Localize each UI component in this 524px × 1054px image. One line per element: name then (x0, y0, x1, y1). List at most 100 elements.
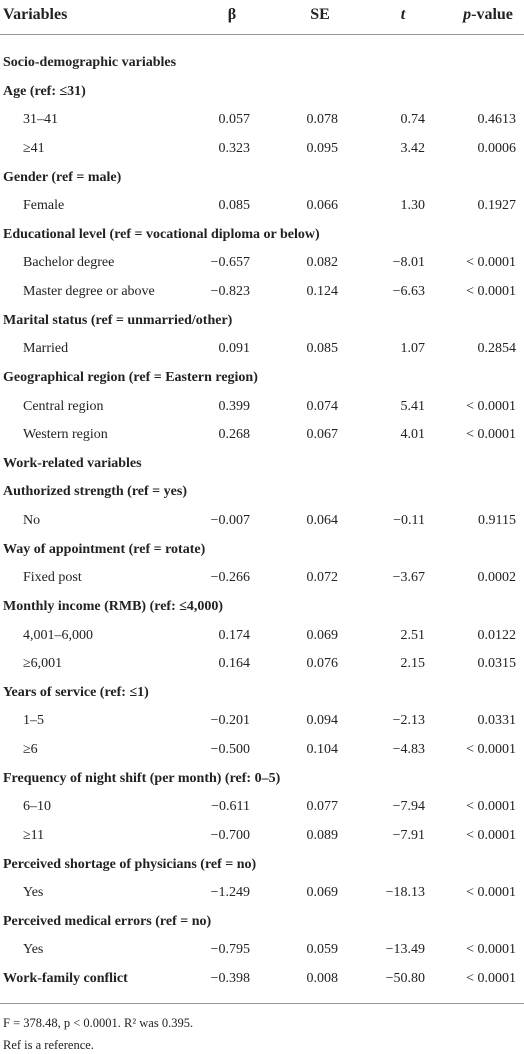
row-label: 31–41 (23, 112, 58, 128)
cell-value: < 0.0001 (466, 427, 516, 443)
row-label: No (23, 513, 41, 528)
cell-value: −1.249 (210, 885, 250, 901)
row-label: Fixed post (23, 570, 82, 586)
cell-value: −0.11 (393, 513, 425, 528)
cell-value: 0.094 (306, 713, 339, 729)
group-heading: Gender (ref = male) (3, 169, 122, 185)
cell-value: 1.30 (400, 198, 426, 214)
cell-value: 0.399 (218, 398, 251, 414)
cell-value: 2.15 (400, 656, 426, 672)
cell-value: < 0.0001 (466, 398, 516, 414)
cell-value: 0.0006 (477, 140, 517, 156)
cell-value: < 0.0001 (466, 971, 516, 986)
row-label: 4,001–6,000 (23, 627, 93, 643)
cell-value: 0.008 (306, 971, 339, 986)
row-label: ≥11 (23, 827, 45, 843)
group-heading: Marital status (ref = unmarried/other) (3, 312, 233, 328)
row-label: Western region (23, 427, 108, 443)
cell-value: −13.49 (385, 942, 425, 958)
row-label: Yes (23, 942, 44, 958)
cell-value: −0.795 (210, 942, 250, 958)
cell-value: 0.089 (306, 827, 339, 843)
group-heading: Perceived shortage of physicians (ref = … (3, 856, 257, 872)
cell-value: −7.91 (392, 827, 425, 843)
cell-value: 0.057 (218, 112, 251, 128)
cell-value: 2.51 (400, 627, 426, 643)
cell-value: −0.823 (210, 284, 250, 299)
column-header: t (400, 6, 406, 23)
group-heading: Work-related variables (3, 455, 142, 471)
header-rule (0, 34, 524, 35)
cell-value: 0.323 (218, 140, 251, 156)
cell-value: −0.700 (210, 827, 250, 843)
cell-value: 5.41 (400, 398, 426, 414)
group-heading: Socio-demographic variables (3, 55, 177, 70)
group-heading: Geographical region (ref = Eastern regio… (3, 369, 258, 385)
cell-value: −0.398 (210, 971, 250, 986)
cell-value: < 0.0001 (466, 799, 516, 815)
cell-value: 4.01 (400, 427, 426, 443)
cell-value: < 0.0001 (466, 742, 516, 757)
cell-value: −0.657 (210, 255, 250, 271)
cell-value: 0.078 (306, 112, 339, 128)
cell-value: 0.0002 (477, 570, 517, 586)
cell-value: −2.13 (392, 713, 425, 729)
group-heading: Authorized strength (ref = yes) (3, 484, 187, 500)
group-heading: Monthly income (RMB) (ref: ≤4,000) (3, 598, 224, 614)
cell-value: −0.500 (210, 742, 250, 757)
cell-value: 0.164 (218, 656, 251, 672)
cell-value: 0.085 (306, 341, 339, 357)
cell-value: < 0.0001 (466, 284, 516, 299)
cell-value: 3.42 (400, 140, 426, 156)
cell-value: 0.059 (306, 942, 339, 958)
group-heading: Frequency of night shift (per month) (re… (3, 770, 281, 786)
cell-value: −0.611 (211, 799, 250, 815)
cell-value: 1.07 (400, 341, 426, 357)
cell-value: 0.2854 (477, 341, 517, 357)
row-label: ≥6 (23, 742, 38, 757)
group-heading: Years of service (ref: ≤1) (3, 684, 149, 700)
cell-value: < 0.0001 (466, 827, 516, 843)
row-label: Female (23, 198, 65, 214)
row-label: Yes (23, 885, 44, 901)
cell-value: 0.069 (306, 627, 339, 643)
cell-value: 0.174 (218, 627, 251, 643)
cell-value: 0.095 (306, 140, 339, 156)
cell-value: 0.124 (306, 284, 339, 299)
row-label: 6–10 (23, 799, 51, 815)
cell-value: −6.63 (392, 284, 425, 299)
footnote: F = 378.48, p < 0.0001. R² was 0.395. (3, 1016, 194, 1030)
row-label: ≥41 (23, 140, 45, 156)
cell-value: 0.076 (306, 656, 339, 672)
cell-value: −0.007 (210, 513, 250, 528)
cell-value: 0.064 (306, 513, 339, 528)
cell-value: −18.13 (385, 885, 425, 901)
column-header: β (227, 6, 237, 23)
cell-value: 0.1927 (477, 198, 517, 214)
cell-value: −4.83 (392, 742, 425, 757)
cell-value: 0.091 (218, 341, 251, 357)
column-header: Variables (3, 6, 68, 23)
row-label: Bachelor degree (23, 255, 115, 271)
cell-value: −8.01 (392, 255, 425, 271)
column-header: SE (310, 6, 330, 23)
cell-value: 0.069 (306, 885, 339, 901)
cell-value: 0.4613 (477, 112, 517, 128)
row-label: Work-family conflict (3, 971, 128, 986)
cell-value: 0.0315 (477, 656, 517, 672)
cell-value: 0.104 (306, 742, 339, 757)
group-heading: Age (ref: ≤31) (3, 83, 86, 99)
cell-value: 0.074 (306, 398, 339, 414)
group-heading: Way of appointment (ref = rotate) (3, 541, 206, 557)
cell-value: 0.9115 (478, 513, 516, 528)
row-label: Central region (23, 398, 104, 414)
cell-value: 0.0331 (477, 713, 517, 729)
column-header: p-value (463, 6, 513, 23)
footnote: Ref is a reference. (3, 1038, 94, 1052)
cell-value: −3.67 (392, 570, 425, 586)
bottom-rule (0, 1003, 524, 1004)
group-heading: Perceived medical errors (ref = no) (3, 913, 212, 929)
cell-value: < 0.0001 (466, 942, 516, 958)
cell-value: < 0.0001 (466, 885, 516, 901)
